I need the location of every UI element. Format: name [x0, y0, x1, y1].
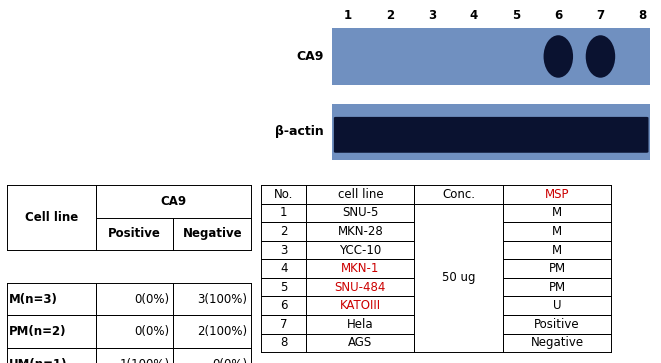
Text: M: M — [552, 244, 562, 257]
Text: 5: 5 — [512, 9, 520, 22]
Text: MKN-1: MKN-1 — [341, 262, 379, 275]
Text: CA9: CA9 — [161, 195, 186, 208]
Text: 1(100%): 1(100%) — [120, 358, 170, 363]
Text: KATOIII: KATOIII — [340, 299, 381, 312]
Text: Negative: Negative — [182, 228, 242, 240]
Ellipse shape — [543, 35, 573, 78]
Text: 0(0%): 0(0%) — [212, 358, 247, 363]
Text: PM(n=2): PM(n=2) — [9, 325, 67, 338]
Ellipse shape — [586, 35, 615, 78]
Bar — [332, 28, 650, 85]
Text: U: U — [553, 299, 561, 312]
FancyBboxPatch shape — [334, 117, 648, 153]
Text: 7: 7 — [596, 9, 605, 22]
Text: Conc.: Conc. — [442, 188, 475, 201]
Text: 0(0%): 0(0%) — [135, 325, 170, 338]
Text: β-actin: β-actin — [275, 126, 324, 139]
Text: 3(100%): 3(100%) — [198, 293, 247, 306]
Text: 2(100%): 2(100%) — [198, 325, 247, 338]
Text: PM: PM — [549, 281, 566, 294]
Text: 4: 4 — [280, 262, 288, 275]
Text: 4: 4 — [470, 9, 478, 22]
Text: Positive: Positive — [534, 318, 580, 331]
Text: M(n=3): M(n=3) — [9, 293, 58, 306]
Text: UM(n=1): UM(n=1) — [9, 358, 67, 363]
Text: M: M — [552, 225, 562, 238]
Text: CA9: CA9 — [297, 50, 324, 63]
Text: cell line: cell line — [338, 188, 383, 201]
Text: Hela: Hela — [347, 318, 373, 331]
Text: 5: 5 — [280, 281, 288, 294]
Text: 3: 3 — [428, 9, 436, 22]
Text: 2: 2 — [386, 9, 394, 22]
Text: 0(0%): 0(0%) — [135, 293, 170, 306]
Text: 6: 6 — [280, 299, 288, 312]
Text: 6: 6 — [554, 9, 563, 22]
Text: AGS: AGS — [348, 337, 373, 349]
Text: MKN-28: MKN-28 — [338, 225, 383, 238]
Text: MSP: MSP — [545, 188, 569, 201]
Text: No.: No. — [274, 188, 293, 201]
Text: M: M — [552, 207, 562, 220]
Text: 8: 8 — [639, 9, 646, 22]
Text: 3: 3 — [280, 244, 288, 257]
Text: Negative: Negative — [531, 337, 584, 349]
Text: 1: 1 — [280, 207, 288, 220]
Text: SNU-484: SNU-484 — [334, 281, 386, 294]
Text: PM: PM — [549, 262, 566, 275]
Text: 8: 8 — [280, 337, 288, 349]
Text: 1: 1 — [344, 9, 352, 22]
Bar — [332, 104, 650, 160]
Text: Positive: Positive — [108, 228, 161, 240]
Text: Cell line: Cell line — [24, 211, 78, 224]
Text: 7: 7 — [280, 318, 288, 331]
Text: 2: 2 — [280, 225, 288, 238]
Text: 50 ug: 50 ug — [442, 272, 475, 284]
Text: YCC-10: YCC-10 — [339, 244, 381, 257]
Text: SNU-5: SNU-5 — [342, 207, 379, 220]
